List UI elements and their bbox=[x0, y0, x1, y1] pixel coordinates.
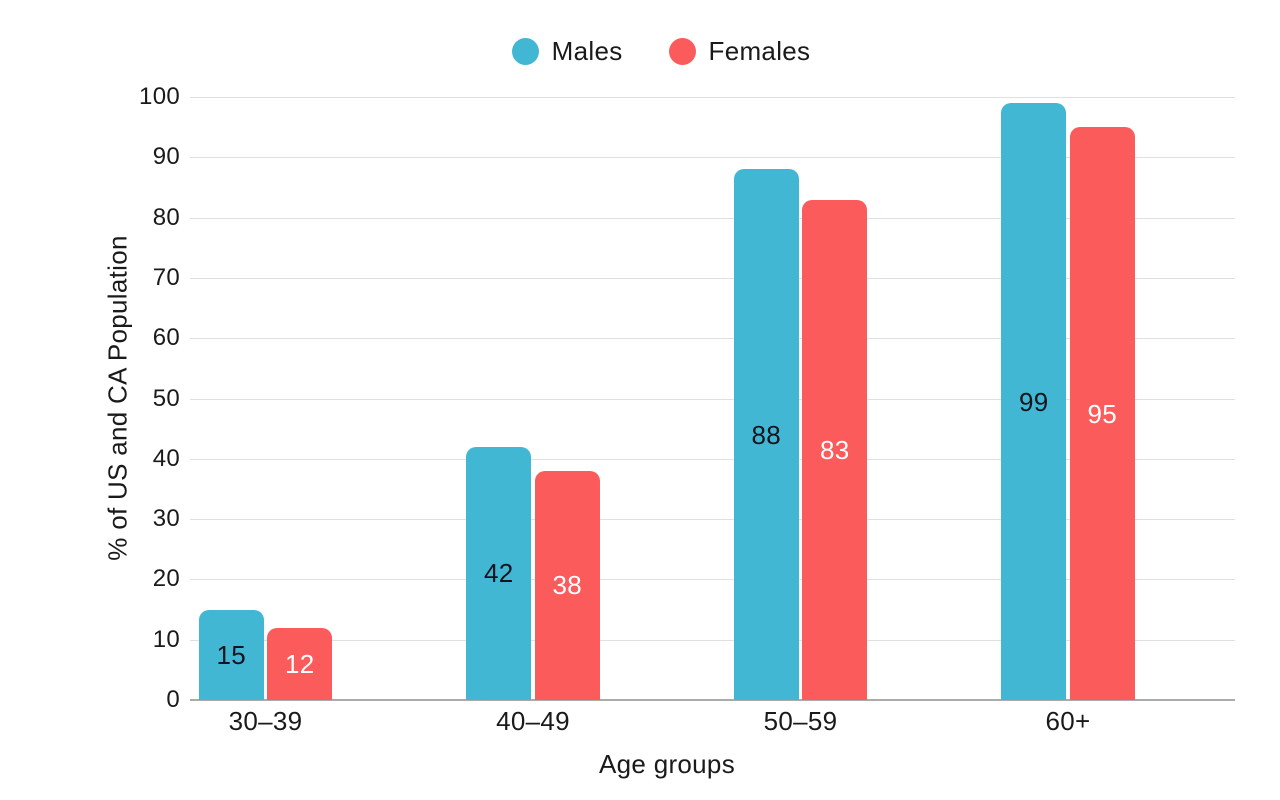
gridline bbox=[190, 157, 1235, 159]
y-tick-label: 50 bbox=[152, 384, 180, 412]
chart-legend: Males Females bbox=[21, 36, 1280, 67]
gridline bbox=[190, 579, 1235, 581]
y-tick-label: 40 bbox=[152, 444, 180, 472]
bar-value-label: 12 bbox=[284, 648, 315, 679]
y-tick-label: 90 bbox=[152, 143, 180, 171]
bar-males-0 bbox=[198, 609, 264, 700]
bar-value-label: 83 bbox=[819, 434, 850, 465]
y-tick-label: 0 bbox=[166, 686, 180, 713]
y-tick-label: 70 bbox=[152, 263, 180, 291]
legend-label-males: Males bbox=[551, 36, 623, 66]
females-color-dot-icon bbox=[668, 38, 696, 65]
bar-males-3 bbox=[1001, 103, 1067, 700]
bar-females-1 bbox=[534, 470, 600, 700]
legend-item-males: Males bbox=[511, 36, 623, 67]
legend-label-females: Females bbox=[708, 36, 811, 66]
y-tick-label: 60 bbox=[152, 324, 180, 352]
bar-males-2 bbox=[733, 169, 799, 700]
gridline bbox=[190, 639, 1235, 641]
bar-males-1 bbox=[466, 446, 532, 700]
gridline bbox=[190, 519, 1235, 521]
gridline bbox=[190, 458, 1235, 460]
x-tick-label: 40–49 bbox=[496, 706, 570, 736]
y-tick-label: 100 bbox=[139, 83, 180, 110]
bar-value-label: 38 bbox=[552, 570, 583, 601]
bar-females-3 bbox=[1069, 127, 1135, 700]
x-tick-label: 60+ bbox=[1045, 706, 1091, 736]
y-tick-label: 10 bbox=[152, 625, 180, 653]
bar-females-2 bbox=[802, 199, 868, 700]
y-tick-label: 80 bbox=[152, 203, 180, 231]
y-tick-label: 30 bbox=[152, 505, 180, 533]
x-axis-baseline bbox=[190, 699, 1235, 701]
gridline bbox=[190, 217, 1235, 219]
gridline bbox=[190, 398, 1235, 400]
gridline bbox=[190, 338, 1235, 340]
x-axis-title: Age groups bbox=[599, 749, 735, 779]
bar-value-label: 15 bbox=[216, 639, 247, 670]
males-color-dot-icon bbox=[511, 38, 539, 65]
gridline bbox=[190, 277, 1235, 279]
bar-value-label: 42 bbox=[483, 558, 514, 589]
x-tick-label: 50–59 bbox=[763, 706, 838, 736]
bar-value-label: 95 bbox=[1087, 398, 1118, 429]
bar-value-label: 99 bbox=[1018, 386, 1049, 417]
y-tick-label: 20 bbox=[152, 565, 180, 593]
bar-value-label: 88 bbox=[751, 419, 782, 450]
x-tick-label: 30–39 bbox=[228, 706, 303, 736]
bar-females-0 bbox=[267, 627, 333, 700]
legend-item-females: Females bbox=[668, 36, 811, 67]
y-axis-title: % of US and CA Population bbox=[102, 235, 133, 561]
gridline bbox=[190, 97, 1235, 98]
